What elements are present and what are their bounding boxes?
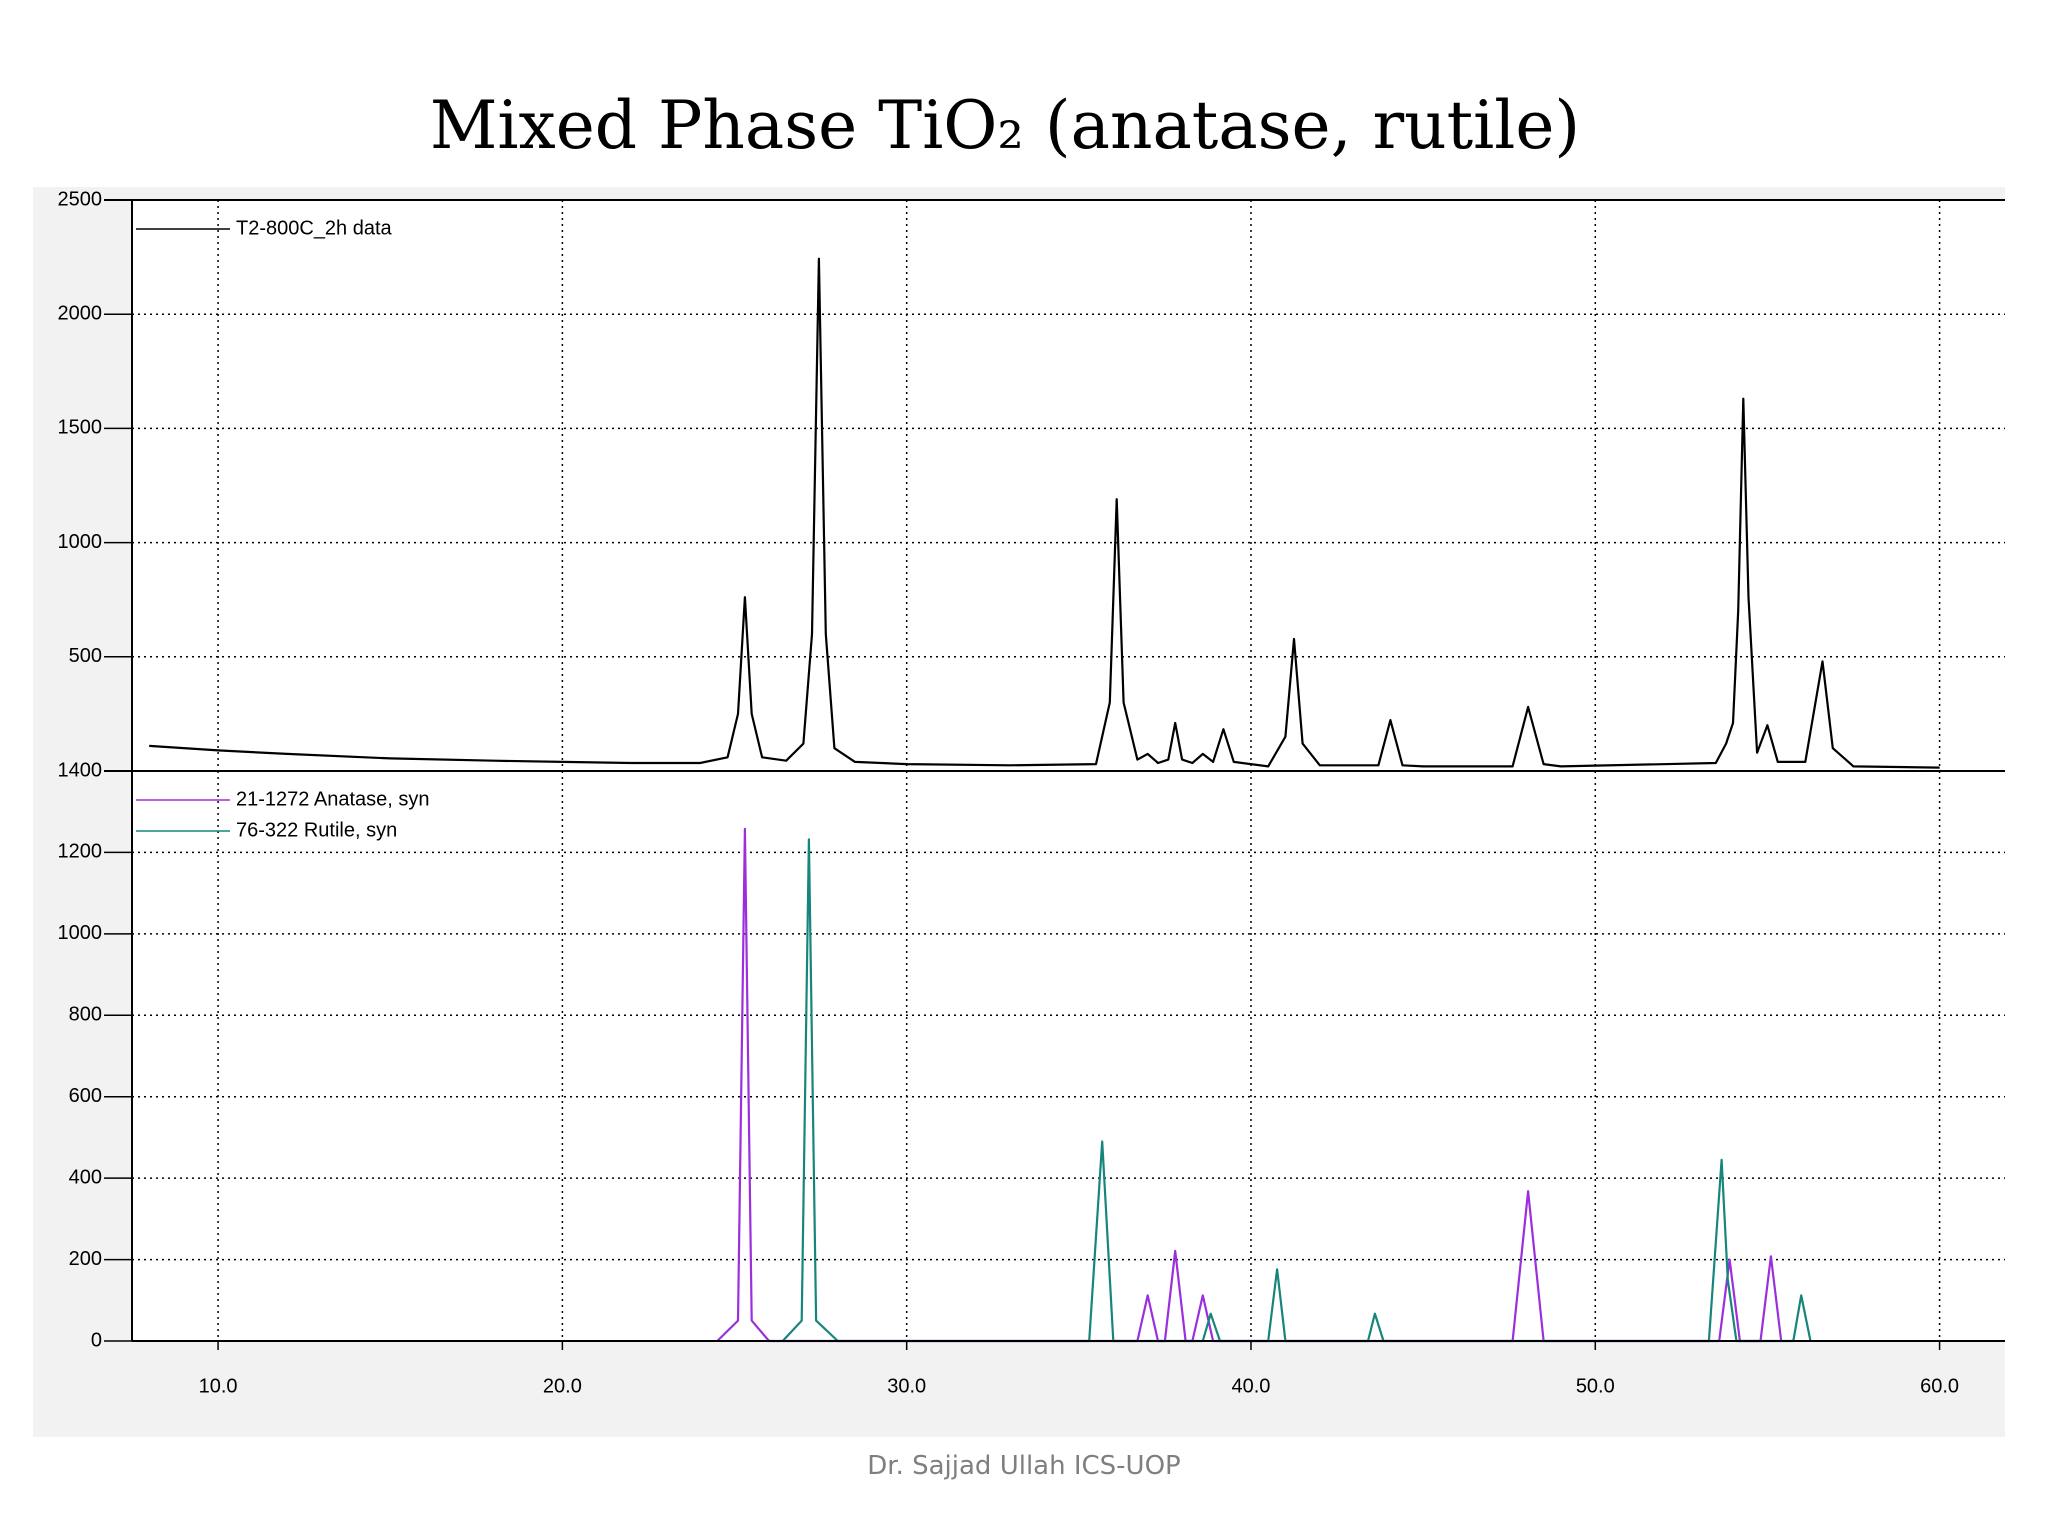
legend-label: 76-322 Rutile, syn [236,819,397,841]
y-tick-label: 1000 [58,531,103,553]
y-tick-label: 2500 [58,188,103,210]
legend-label: T2-800C_2h data [236,217,393,239]
x-tick-label: 30.0 [887,1375,926,1397]
chart-title: Mixed Phase TiO₂ (anatase, rutile) [430,87,1580,164]
y-tick-label: 500 [69,645,102,667]
y-tick-label: 1200 [58,841,103,863]
x-tick-label: 60.0 [1920,1375,1959,1397]
footer: Dr. Sajjad Ullah ICS-UOP [867,1451,1180,1481]
y-tick-label: 600 [69,1085,102,1107]
legend-label: 21-1272 Anatase, syn [236,788,429,810]
x-tick-label: 40.0 [1232,1375,1271,1397]
data-line [149,257,1940,769]
y-tick-label: 200 [69,1248,102,1270]
y-tick-label: 1500 [58,417,103,439]
data-line [781,838,1812,1343]
y-tick-label: 400 [69,1166,102,1188]
x-tick-label: 20.0 [543,1375,582,1397]
y-tick-label: 1000 [58,922,103,944]
x-tick-label: 50.0 [1576,1375,1615,1397]
y-tick-label: 1400 [58,759,103,781]
y-tick-label: 0 [91,1329,102,1351]
x-tick-label: 10.0 [199,1375,238,1397]
y-tick-label: 2000 [58,302,103,324]
y-tick-label: 800 [69,1004,102,1026]
